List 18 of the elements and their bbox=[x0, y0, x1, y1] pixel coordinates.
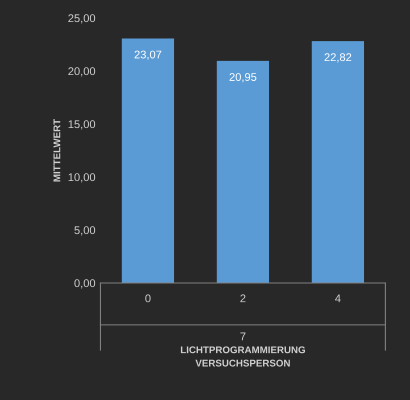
x-tick-label: 2 bbox=[240, 294, 246, 302]
bar bbox=[312, 41, 364, 283]
x-tick-label: 0 bbox=[145, 294, 151, 302]
x-axis-title: LICHTPROGRAMMIERUNG VERSUCHSPERSON bbox=[180, 346, 305, 367]
y-tick-label: 15,00 bbox=[68, 120, 96, 130]
y-tick-label: 0,00 bbox=[74, 279, 96, 288]
y-axis-title: MITTELWERT bbox=[54, 119, 60, 182]
text: 7 bbox=[240, 332, 246, 340]
bar bbox=[216, 60, 270, 283]
y-tick-label: 5,00 bbox=[74, 226, 96, 236]
y-tick-label: 20,00 bbox=[68, 67, 96, 76]
data-label: 20,95 bbox=[230, 73, 256, 82]
y-tick-label: 25,00 bbox=[68, 14, 96, 24]
y-tick-label: 10,00 bbox=[68, 173, 96, 182]
x-tick-label: 4 bbox=[335, 294, 341, 302]
data-label: 22,82 bbox=[324, 53, 352, 62]
bar bbox=[122, 38, 174, 283]
data-label: 23,07 bbox=[134, 50, 162, 60]
